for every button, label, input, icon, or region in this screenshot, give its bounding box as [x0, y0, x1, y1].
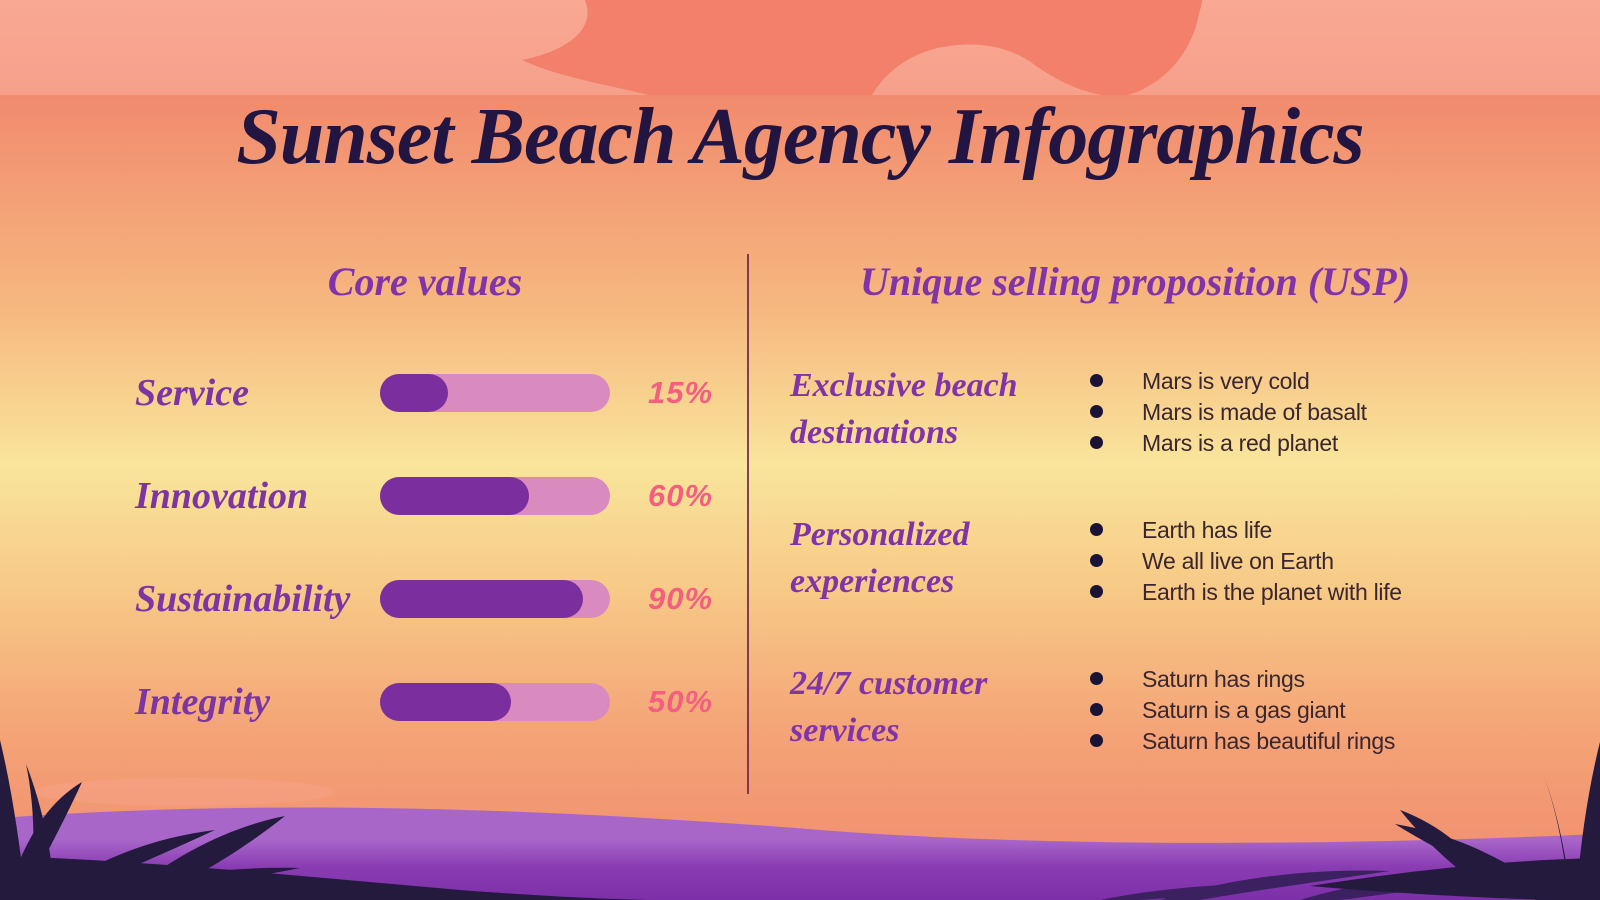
sunset-gradient-background	[0, 95, 1600, 900]
list-item: Earth is the planet with life	[1090, 577, 1402, 608]
bullet-text: Earth has life	[1142, 517, 1273, 543]
core-values-heading: Core values	[327, 259, 523, 304]
progress-fill	[380, 374, 449, 412]
bullet-dot-icon	[1090, 436, 1103, 449]
sea-shape	[0, 807, 1600, 900]
list-item: Saturn has rings	[1090, 664, 1395, 695]
usp-heading: Unique selling proposition (USP)	[859, 259, 1411, 304]
value-percent: 90%	[648, 581, 714, 616]
bullet-text: We all live on Earth	[1142, 548, 1334, 574]
core-values-list: Service 15% Innovation 60% Sustainabilit…	[135, 372, 735, 784]
beach-silhouette	[0, 740, 1600, 900]
list-item: Mars is a red planet	[1090, 428, 1367, 459]
bullet-list: Mars is very cold Mars is made of basalt…	[1090, 362, 1367, 459]
grass-silhouette-left	[0, 740, 650, 900]
progress-fill	[380, 683, 512, 721]
bullet-text: Mars is very cold	[1142, 368, 1310, 394]
bullet-text: Earth is the planet with life	[1142, 579, 1402, 605]
usp-groups: Exclusive beach destinations Mars is ver…	[790, 362, 1550, 809]
progress-track	[380, 477, 610, 515]
value-label: Innovation	[135, 475, 309, 517]
progress-track	[380, 374, 610, 412]
value-label: Service	[135, 372, 249, 414]
value-row: Innovation 60%	[135, 475, 735, 517]
value-label: Integrity	[135, 681, 271, 723]
value-row: Integrity 50%	[135, 681, 735, 723]
list-item: Saturn is a gas giant	[1090, 695, 1395, 726]
progress-fill	[380, 580, 583, 618]
list-item: Earth has life	[1090, 515, 1402, 546]
bullet-dot-icon	[1090, 703, 1103, 716]
usp-group-title: Exclusive beach destinations	[790, 367, 1018, 451]
bullet-dot-icon	[1090, 734, 1103, 747]
value-percent: 15%	[648, 375, 714, 410]
sun-cloud-silhouette	[522, 0, 1202, 95]
bullet-dot-icon	[1090, 405, 1103, 418]
column-divider	[747, 254, 749, 794]
usp-group-title: 24/7 customer services	[790, 665, 988, 749]
value-percent: 50%	[648, 684, 714, 719]
value-percent: 60%	[648, 478, 714, 513]
page-title: Sunset Beach Agency Infographics	[236, 93, 1364, 181]
usp-group-title: Personalized experiences	[790, 516, 970, 600]
bullet-text: Saturn has rings	[1142, 666, 1305, 692]
list-item: Saturn has beautiful rings	[1090, 726, 1395, 757]
bullet-text: Mars is made of basalt	[1142, 399, 1367, 425]
grass-silhouette-right	[1310, 742, 1600, 900]
list-item: Mars is very cold	[1090, 366, 1367, 397]
list-item: We all live on Earth	[1090, 546, 1402, 577]
usp-group: 24/7 customer services Saturn has rings …	[790, 660, 1550, 757]
sky-band	[0, 0, 1600, 95]
bullet-dot-icon	[1090, 554, 1103, 567]
bullet-dot-icon	[1090, 523, 1103, 536]
bullet-text: Saturn has beautiful rings	[1142, 728, 1396, 754]
bullet-dot-icon	[1090, 672, 1103, 685]
value-row: Service 15%	[135, 372, 735, 414]
bullet-text: Mars is a red planet	[1142, 430, 1338, 456]
value-label: Sustainability	[135, 578, 351, 620]
usp-group: Exclusive beach destinations Mars is ver…	[790, 362, 1550, 459]
bullet-text: Saturn is a gas giant	[1142, 697, 1346, 723]
bullet-dot-icon	[1090, 374, 1103, 387]
progress-fill	[380, 477, 530, 515]
bullet-list: Earth has life We all live on Earth Eart…	[1090, 511, 1402, 608]
beach-scene	[0, 730, 1600, 900]
bullet-list: Saturn has rings Saturn is a gas giant S…	[1090, 660, 1395, 757]
progress-track	[380, 683, 610, 721]
value-row: Sustainability 90%	[135, 578, 735, 620]
usp-group: Personalized experiences Earth has life …	[790, 511, 1550, 608]
bullet-dot-icon	[1090, 585, 1103, 598]
list-item: Mars is made of basalt	[1090, 397, 1367, 428]
haze-wisp	[35, 778, 335, 806]
progress-track	[380, 580, 610, 618]
